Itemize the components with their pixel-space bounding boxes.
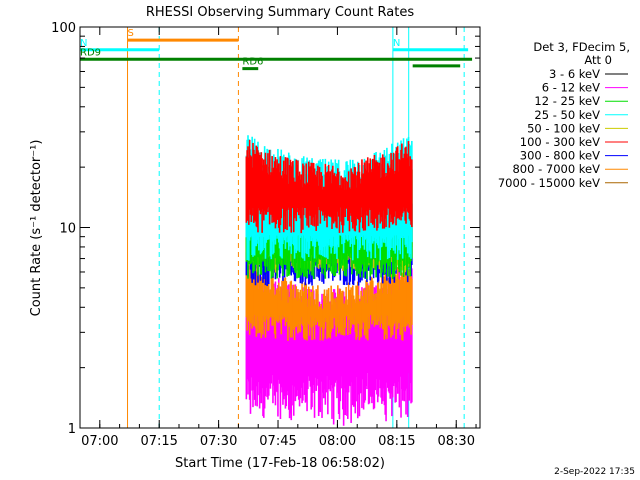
legend-header-line2: Att 0 [584,53,612,67]
x-tick-label-3: 07:45 [259,434,296,449]
legend-label-0: 3 - 6 keV [549,67,600,81]
y-tick-label-2: 100 [51,21,76,36]
x-tick-label-1: 07:15 [140,434,177,449]
legend-label-4: 50 - 100 keV [527,121,600,135]
legend-label-2: 12 - 25 keV [534,94,600,108]
flag-label-1: N [80,38,87,49]
chart-title: RHESSI Observing Summary Count Rates [146,5,415,20]
x-tick-label-0: 07:00 [81,434,118,449]
flag-label-3: RD9 [80,47,101,58]
x-tick-label-5: 08:15 [378,434,415,449]
x-axis-label: Start Time (17-Feb-18 06:58:02) [175,456,385,471]
legend-label-7: 800 - 7000 keV [512,162,600,176]
flag-label-0: S [128,28,134,39]
legend-label-1: 6 - 12 keV [542,81,600,95]
flag-label-4: RD6 [242,57,263,68]
series-7 [245,259,413,341]
footer-date: 2-Sep-2022 17:35 [554,467,635,477]
legend-label-8: 7000 - 15000 keV [498,176,600,190]
x-ticks: 07:00 07:15 07:30 07:45 08:00 08:15 08:30 [81,27,477,449]
y-tick-label-1: 10 [59,222,76,237]
legend-label-6: 300 - 800 keV [520,149,600,163]
series-5 [245,139,413,234]
x-tick-label-6: 08:30 [438,434,475,449]
x-tick-label-4: 08:00 [319,434,356,449]
legend-header-line1: Det 3, FDecim 5, [533,40,630,54]
y-axis-label: Count Rate (s⁻¹ detector⁻¹) [29,140,44,317]
y-ticks: 1 10 100 [51,21,480,437]
legend-label-5: 100 - 300 keV [520,135,600,149]
legend-label-3: 25 - 50 keV [534,108,600,122]
x-tick-label-2: 07:30 [200,434,237,449]
y-tick-label-0: 1 [68,422,76,437]
flag-label-2: N [393,38,400,49]
